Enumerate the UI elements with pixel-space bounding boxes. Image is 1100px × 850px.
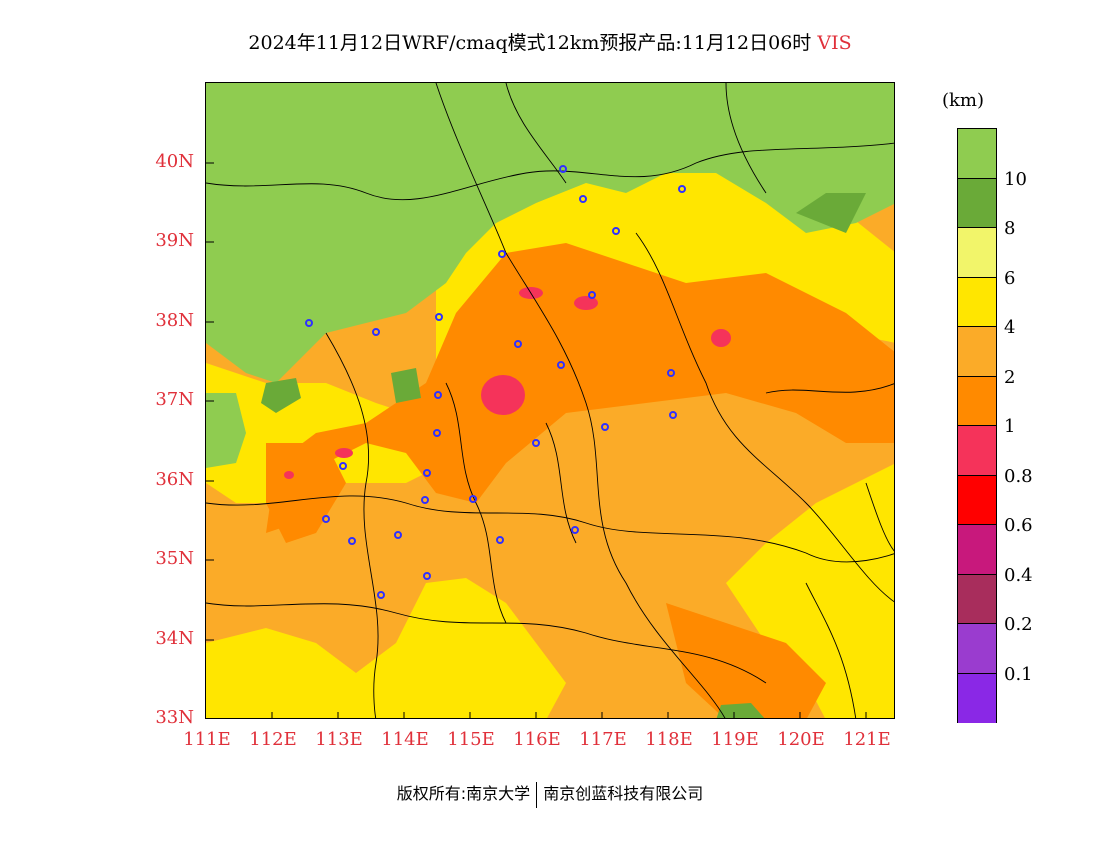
station-markers xyxy=(305,165,686,599)
zone-1to2km xyxy=(266,243,894,533)
colorbar-seg-5 xyxy=(958,327,996,377)
visibility-map[interactable] xyxy=(205,82,895,719)
colorbar-label-6: 6 xyxy=(1004,268,1016,289)
title-main: 2024年11月12日WRF/cmaq模式12km预报产品:11月12日06时 xyxy=(248,32,812,54)
colorbar-label-4: 4 xyxy=(1004,317,1016,338)
colorbar-seg-3 xyxy=(958,228,996,278)
lon-label-115e: 115E xyxy=(447,729,495,750)
colorbar-seg-4 xyxy=(958,277,996,327)
footer-separator xyxy=(536,781,538,808)
zone-yellow-south xyxy=(206,578,566,718)
lat-label-39n: 39N xyxy=(155,230,194,251)
zone-darkgreen-3 xyxy=(391,368,421,403)
colorbar-label-10: 10 xyxy=(1004,169,1027,190)
zone-darkgreen-4 xyxy=(716,703,765,718)
low-vis-spot-3 xyxy=(574,296,598,310)
lon-label-117e: 117E xyxy=(579,729,627,750)
colorbar-label-0-2: 0.2 xyxy=(1004,614,1033,635)
lon-label-112e: 112E xyxy=(249,729,297,750)
colorbar-label-1: 1 xyxy=(1004,416,1016,437)
colorbar xyxy=(957,128,997,723)
lon-label-120e: 120E xyxy=(777,729,825,750)
map-boundaries xyxy=(206,83,894,718)
colorbar-label-8: 8 xyxy=(1004,218,1016,239)
copyright-left: 版权所有:南京大学 xyxy=(396,784,531,803)
colorbar-seg-8 xyxy=(958,475,996,525)
colorbar-label-0-4: 0.4 xyxy=(1004,565,1033,586)
axis-ticks xyxy=(206,162,867,718)
zone-1to2km-se xyxy=(666,603,826,718)
lat-label-40n: 40N xyxy=(155,151,194,172)
lon-label-114e: 114E xyxy=(381,729,429,750)
colorbar-seg-7 xyxy=(958,426,996,476)
colorbar-label-2: 2 xyxy=(1004,367,1016,388)
lon-label-119e: 119E xyxy=(711,729,759,750)
zone-green-west xyxy=(206,393,246,468)
colorbar-seg-1 xyxy=(958,129,996,179)
colorbar-unit: (km) xyxy=(942,90,985,111)
title-variable: VIS xyxy=(817,32,852,54)
zone-darkgreen-1 xyxy=(796,193,866,233)
lat-label-38n: 38N xyxy=(155,310,194,331)
copyright-footer: 版权所有:南京大学 南京创蓝科技有限公司 xyxy=(0,780,1100,808)
lon-label-116e: 116E xyxy=(513,729,561,750)
colorbar-label-0-6: 0.6 xyxy=(1004,515,1033,536)
lat-label-37n: 37N xyxy=(155,389,194,410)
lat-label-36n: 36N xyxy=(155,469,194,490)
colorbar-label-0-1: 0.1 xyxy=(1004,664,1033,685)
colorbar-seg-11 xyxy=(958,624,996,674)
low-vis-spot-6 xyxy=(284,471,294,479)
colorbar-seg-10 xyxy=(958,574,996,624)
colorbar-seg-2 xyxy=(958,178,996,228)
low-vis-spot-5 xyxy=(335,448,353,458)
colorbar-seg-9 xyxy=(958,525,996,575)
lat-label-33n: 33N xyxy=(155,707,194,728)
colorbar-label-0-8: 0.8 xyxy=(1004,466,1033,487)
lat-label-35n: 35N xyxy=(155,548,194,569)
zone-darkgreen-2 xyxy=(261,378,301,413)
colorbar-seg-6 xyxy=(958,376,996,426)
zone-1to2km-sw xyxy=(266,443,346,543)
lon-label-118e: 118E xyxy=(645,729,693,750)
low-vis-spot-1 xyxy=(481,375,525,415)
lon-label-113e: 113E xyxy=(315,729,363,750)
low-vis-spot-4 xyxy=(711,329,731,347)
lon-label-121e: 121E xyxy=(843,729,891,750)
map-title: 2024年11月12日WRF/cmaq模式12km预报产品:11月12日06时 … xyxy=(0,28,1100,55)
lat-label-34n: 34N xyxy=(155,628,194,649)
map-svg xyxy=(206,83,894,718)
colorbar-seg-12 xyxy=(958,673,996,723)
copyright-right: 南京创蓝科技有限公司 xyxy=(543,784,704,803)
lon-label-111e: 111E xyxy=(183,729,231,750)
zone-green-north xyxy=(206,83,894,383)
